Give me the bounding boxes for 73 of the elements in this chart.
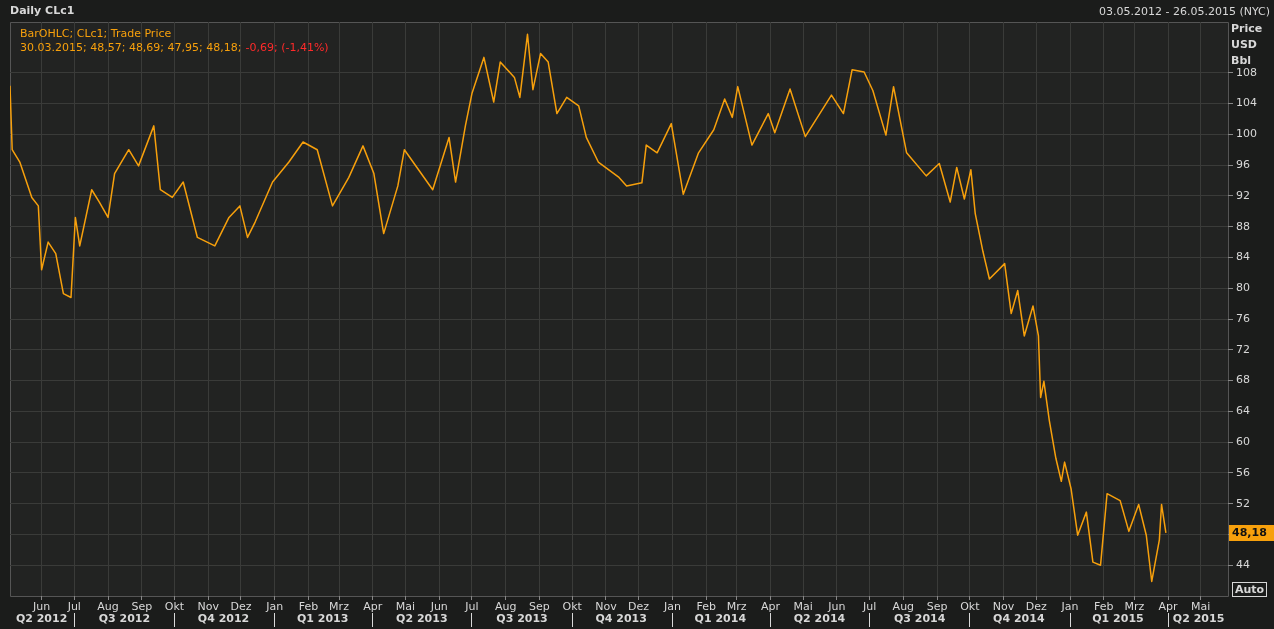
chart-subtitle: 03.05.2012 - 26.05.2015 (NYC): [1098, 5, 1270, 18]
auto-button: Auto: [1232, 582, 1268, 597]
x-tick-label: Jul: [464, 600, 479, 614]
x-tick-label: Jun: [32, 600, 51, 614]
x-tick-label: Dez: [230, 600, 252, 614]
x-tick-label: Jul: [66, 600, 81, 614]
x-tick-label: Okt: [960, 600, 981, 614]
x-tick-label: Mrz: [726, 600, 747, 614]
x2-tick-label: Q1 2013: [296, 612, 349, 626]
x2-tick-label: Q1 2014: [694, 612, 747, 626]
y-tick-label: 60: [1236, 434, 1250, 448]
x2-tick-label: Q2 2015: [1172, 612, 1225, 626]
x-tick-label: Sep: [926, 600, 948, 614]
y-tick-label: 100: [1236, 127, 1257, 141]
x-tick-label: Mai: [395, 600, 416, 614]
x-tick-label: Jun: [827, 600, 846, 614]
x-tick-label: Mrz: [329, 600, 350, 614]
x-tick-label: Aug: [892, 600, 915, 614]
y-tick-label: 56: [1236, 465, 1250, 479]
y-tick-label: 52: [1236, 496, 1250, 510]
x-tick-label: Sep: [131, 600, 153, 614]
x2-tick-label: Q3 2012: [98, 612, 151, 626]
x-tick-label: Feb: [696, 600, 716, 614]
y-tick-label: 84: [1236, 250, 1250, 264]
x2-tick-label: Q4 2014: [993, 612, 1045, 626]
x2-tick-label: Q2 2013: [396, 612, 448, 626]
y-tick-label: 104: [1236, 96, 1257, 110]
y-tick-label: 96: [1236, 157, 1250, 171]
x-tick-label: Apr: [363, 600, 383, 614]
annotation: -0,69; (-1,41%): [245, 41, 329, 54]
x-tick-label: Dez: [628, 600, 650, 614]
y-tick-label: 44: [1236, 558, 1250, 572]
x-tick-label: Nov: [197, 600, 220, 614]
x-tick-label: Okt: [164, 600, 185, 614]
x-tick-label: Mrz: [1124, 600, 1145, 614]
x2-tick-label: Q2 2014: [793, 612, 846, 626]
x-tick-label: Apr: [1158, 600, 1179, 614]
x-tick-label: Nov: [595, 600, 618, 614]
annotation: BarOHLC; CLc1; Trade Price: [20, 27, 172, 40]
x-tick-label: Mai: [1191, 600, 1211, 614]
y-tick-label: 88: [1236, 219, 1250, 233]
y-tick-label: 72: [1236, 342, 1250, 356]
chart-title: Daily CLc1: [10, 4, 75, 17]
x-tick-label: Jan: [1060, 600, 1079, 614]
y-axis-title: Price USD Bbl: [1231, 21, 1263, 68]
x-tick-label: Feb: [298, 600, 319, 614]
text: 48,18: [1232, 525, 1267, 539]
x2-tick-label: Q3 2014: [893, 612, 946, 626]
x-tick-label: Aug: [97, 600, 119, 614]
x-tick-label: Sep: [529, 600, 550, 614]
y-tick-label: 80: [1236, 281, 1250, 295]
x-tick-label: Jan: [662, 600, 681, 614]
x-tick-label: Nov: [992, 600, 1015, 614]
y-tick-label: 76: [1236, 311, 1250, 325]
y-tick-label: 68: [1236, 373, 1250, 387]
y-tick-label: 92: [1236, 188, 1250, 202]
x2-tick-label: Q3 2013: [496, 612, 548, 626]
x2-tick-label: Q2 2012: [15, 612, 68, 626]
x-tick-label: Jun: [429, 600, 448, 614]
x-tick-label: Jan: [265, 600, 284, 614]
y-tick-label: 64: [1236, 404, 1250, 418]
x-tick-label: Apr: [760, 600, 781, 614]
x-tick-label: Okt: [562, 600, 583, 614]
x-tick-label: Aug: [494, 600, 517, 614]
x2-tick-label: Q4 2012: [197, 612, 250, 626]
x-tick-label: Dez: [1025, 600, 1047, 614]
x-tick-label: Jul: [861, 600, 877, 614]
x2-tick-label: Q1 2015: [1092, 612, 1144, 626]
y-tick-label: 108: [1236, 65, 1257, 79]
x-tick-label: Feb: [1094, 600, 1114, 614]
x2-tick-label: Q4 2013: [595, 612, 647, 626]
annotation: 30.03.2015; 48,57; 48,69; 47,95; 48,18;: [20, 41, 242, 54]
x-tick-label: Mai: [793, 600, 813, 614]
